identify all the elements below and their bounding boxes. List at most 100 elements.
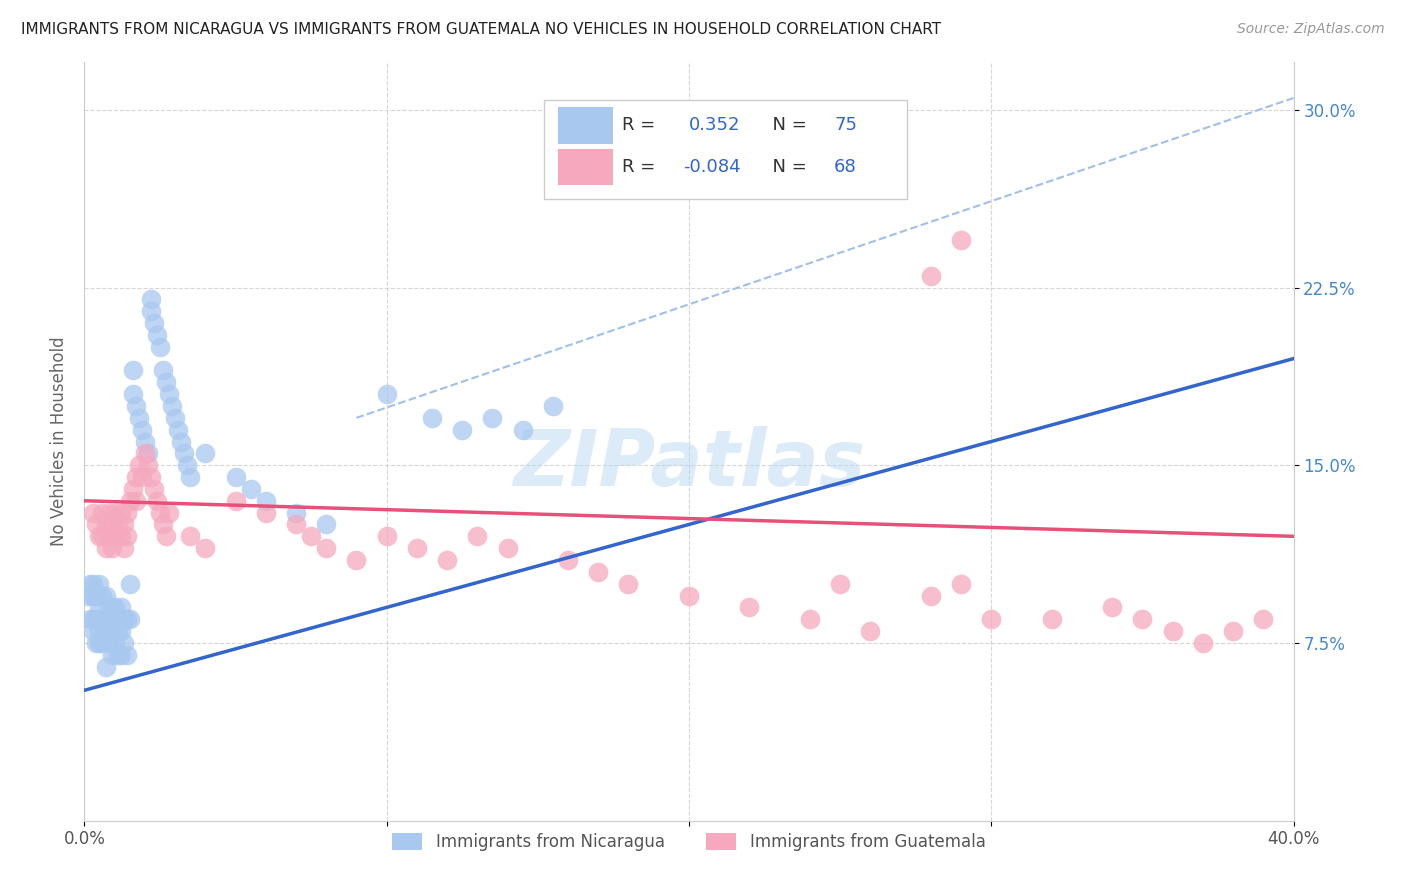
- Point: [91, 636, 114, 650]
- Point: [830, 576, 852, 591]
- Point: [128, 458, 150, 473]
- Point: [160, 399, 183, 413]
- Point: [139, 293, 162, 307]
- Point: [1101, 600, 1123, 615]
- Point: [110, 648, 132, 662]
- Point: [194, 446, 217, 460]
- Point: [134, 434, 156, 449]
- Point: [128, 410, 150, 425]
- Text: N =: N =: [762, 158, 813, 176]
- Point: [89, 600, 111, 615]
- Point: [467, 529, 489, 543]
- Point: [91, 529, 114, 543]
- Text: R =: R =: [623, 116, 661, 135]
- Point: [94, 612, 117, 626]
- Point: [94, 541, 117, 556]
- Point: [107, 648, 129, 662]
- Point: [375, 529, 398, 543]
- Point: [89, 624, 111, 639]
- Point: [950, 576, 973, 591]
- Point: [86, 636, 108, 650]
- Text: ZIPatlas: ZIPatlas: [513, 426, 865, 502]
- Point: [617, 576, 640, 591]
- Point: [152, 517, 174, 532]
- Point: [179, 470, 201, 484]
- Point: [110, 506, 132, 520]
- Point: [94, 589, 117, 603]
- Point: [82, 576, 104, 591]
- Point: [451, 423, 474, 437]
- Point: [110, 624, 132, 639]
- Point: [285, 517, 308, 532]
- Point: [91, 589, 114, 603]
- Point: [285, 506, 308, 520]
- Legend: Immigrants from Nicaragua, Immigrants from Guatemala: Immigrants from Nicaragua, Immigrants fr…: [385, 826, 993, 858]
- Point: [149, 506, 172, 520]
- Point: [254, 506, 277, 520]
- Point: [97, 612, 120, 626]
- Point: [496, 541, 519, 556]
- FancyBboxPatch shape: [544, 101, 907, 199]
- Point: [512, 423, 534, 437]
- Y-axis label: No Vehicles in Household: No Vehicles in Household: [49, 336, 67, 547]
- Point: [94, 624, 117, 639]
- Point: [142, 482, 165, 496]
- Point: [118, 576, 141, 591]
- Point: [89, 576, 111, 591]
- Point: [799, 612, 821, 626]
- Point: [86, 517, 108, 532]
- Point: [920, 589, 942, 603]
- Point: [1130, 612, 1153, 626]
- Point: [254, 493, 277, 508]
- Point: [112, 612, 135, 626]
- Point: [121, 363, 143, 377]
- Point: [315, 517, 337, 532]
- FancyBboxPatch shape: [558, 107, 613, 144]
- Point: [1040, 612, 1063, 626]
- Point: [112, 636, 135, 650]
- Point: [121, 482, 143, 496]
- FancyBboxPatch shape: [558, 149, 613, 186]
- Point: [82, 612, 104, 626]
- Point: [157, 387, 180, 401]
- Point: [115, 506, 138, 520]
- Point: [79, 576, 101, 591]
- Point: [859, 624, 882, 639]
- Point: [481, 410, 503, 425]
- Point: [157, 506, 180, 520]
- Point: [131, 423, 153, 437]
- Point: [100, 648, 122, 662]
- Point: [146, 327, 169, 342]
- Point: [104, 529, 127, 543]
- Point: [980, 612, 1002, 626]
- Point: [100, 624, 122, 639]
- Point: [375, 387, 398, 401]
- Point: [76, 589, 98, 603]
- Point: [115, 648, 138, 662]
- Point: [82, 506, 104, 520]
- Point: [541, 399, 564, 413]
- Point: [86, 589, 108, 603]
- Point: [82, 624, 104, 639]
- Text: R =: R =: [623, 158, 661, 176]
- Point: [125, 470, 148, 484]
- Point: [436, 553, 458, 567]
- Point: [79, 612, 101, 626]
- Point: [82, 589, 104, 603]
- Point: [125, 399, 148, 413]
- Point: [173, 446, 195, 460]
- Point: [100, 517, 122, 532]
- Point: [131, 470, 153, 484]
- Text: 0.352: 0.352: [689, 116, 741, 135]
- Text: Source: ZipAtlas.com: Source: ZipAtlas.com: [1237, 22, 1385, 37]
- Point: [179, 529, 201, 543]
- Point: [170, 434, 193, 449]
- Point: [149, 340, 172, 354]
- Point: [112, 517, 135, 532]
- Point: [97, 636, 120, 650]
- Point: [165, 410, 187, 425]
- Text: N =: N =: [762, 116, 813, 135]
- Point: [115, 529, 138, 543]
- Point: [115, 612, 138, 626]
- Point: [139, 304, 162, 318]
